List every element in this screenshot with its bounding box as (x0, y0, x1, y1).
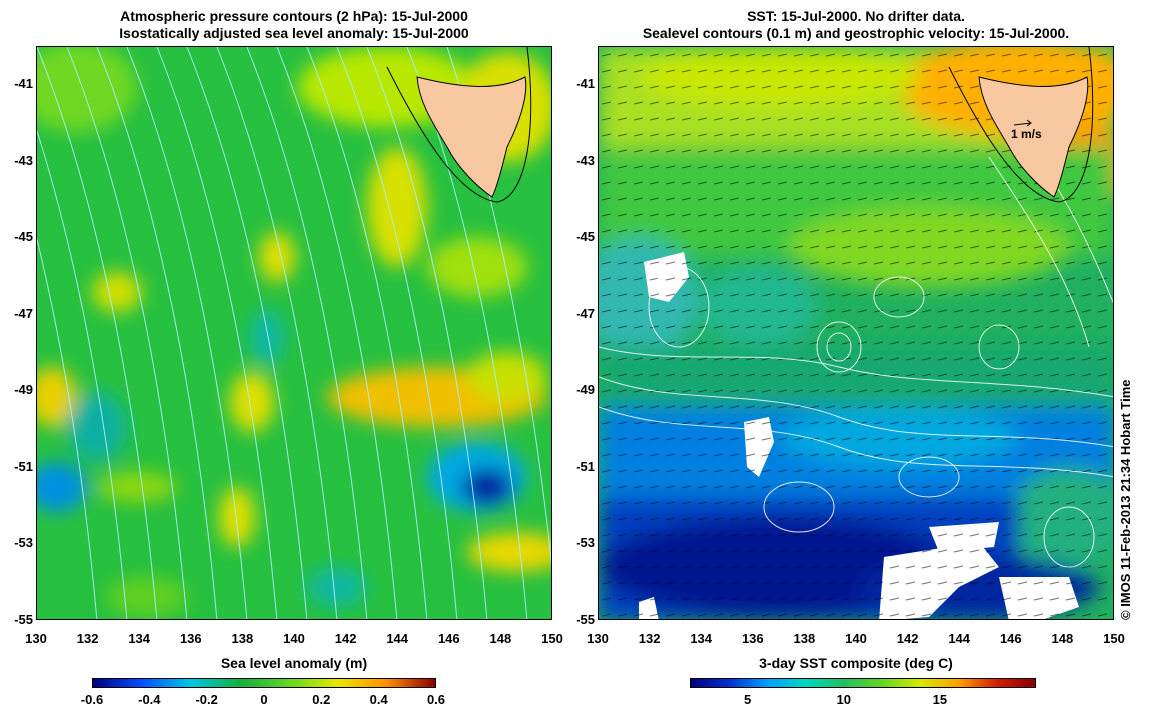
right-lat-tick-label: -53 (576, 535, 595, 551)
right-lon-tick-label: 132 (638, 631, 661, 646)
left-lon-tick-label: 150 (541, 631, 563, 646)
left-colorbar-tick-label: 0.4 (369, 692, 388, 707)
left-panel-title: Atmospheric pressure contours (2 hPa): 1… (36, 8, 552, 42)
right-lon-tick-label: 138 (793, 631, 816, 646)
right-lat-tick-label: -43 (576, 152, 595, 168)
left-lon-tick-label: 130 (25, 631, 47, 646)
velocity-scale-label: 1 m/s (1011, 127, 1042, 141)
right-lat-tick-label: -47 (576, 305, 595, 321)
left-lon-tick-label: 132 (76, 631, 99, 646)
left-lat-tick-label: -45 (14, 229, 33, 245)
velocity-scale-arrowhead (1026, 119, 1032, 127)
right-colorbar (690, 678, 1036, 688)
sea-level-anomaly-plot (37, 47, 551, 619)
right-colorbar-title: 3-day SST composite (deg C) (759, 655, 953, 671)
right-title-line1: SST: 15-Jul-2000. No drifter data. (747, 8, 965, 24)
sst-map: 1 m/s (598, 46, 1114, 620)
left-lon-tick-label: 134 (128, 631, 151, 646)
right-panel-title: SST: 15-Jul-2000. No drifter data. Seale… (598, 8, 1114, 42)
left-lon-tick-label: 146 (437, 631, 460, 646)
left-lon-tick-label: 142 (334, 631, 357, 646)
left-lon-tick-label: 136 (179, 631, 202, 646)
right-lat-tick-label: -45 (576, 229, 595, 245)
left-colorbar-tick-label: 0 (260, 692, 268, 707)
left-lat-tick-label: -49 (14, 382, 33, 398)
right-lat-tick-label: -49 (576, 382, 595, 398)
right-lon-tick-label: 148 (1051, 631, 1074, 646)
left-lat-tick-label: -53 (14, 535, 33, 551)
velocity-scale-arrow (1013, 122, 1032, 126)
left-lon-tick-label: 140 (283, 631, 305, 646)
right-lon-tick-label: 136 (741, 631, 764, 646)
left-colorbar-tick-label: 0.6 (426, 692, 446, 707)
left-lon-tick-label: 144 (386, 631, 409, 646)
right-colorbar-tick-label: 10 (836, 692, 851, 707)
right-lat-tick-label: -51 (576, 458, 595, 474)
left-lat-tick-label: -47 (14, 305, 33, 321)
sla-field (37, 47, 551, 617)
right-lon-tick-label: 134 (690, 631, 713, 646)
right-colorbar-tick-label: 5 (744, 692, 752, 707)
right-lon-tick-label: 142 (896, 631, 919, 646)
left-lat-tick-label: -55 (14, 612, 33, 627)
left-colorbar-title: Sea level anomaly (m) (220, 655, 368, 671)
right-lat-tick-label: -41 (576, 76, 595, 92)
tasmania-land-right (948, 47, 1094, 203)
left-title-line2: Isostatically adjusted sea level anomaly… (119, 25, 469, 41)
right-lon-tick-label: 130 (587, 631, 609, 646)
pressure-contours (37, 47, 551, 619)
left-lat-tick-label: -41 (14, 76, 33, 92)
sea-level-anomaly-map (36, 46, 552, 620)
right-lon-tick-label: 150 (1103, 631, 1125, 646)
right-title-line2: Sealevel contours (0.1 m) and geostrophi… (642, 25, 1070, 41)
right-lon-tick-label: 140 (845, 631, 867, 646)
sst-plot (599, 47, 1113, 619)
left-lon-tick-label: 138 (231, 631, 254, 646)
right-lon-tick-label: 144 (948, 631, 971, 646)
left-colorbar (92, 678, 436, 688)
credit-text: © IMOS 11-Feb-2013 21:34 Hobart Time (1118, 379, 1133, 620)
right-lon-tick-label: 146 (999, 631, 1022, 646)
left-colorbar-tick-label: -0.6 (80, 692, 104, 707)
right-colorbar-tick-label: 15 (932, 692, 948, 707)
tasmania-land (386, 47, 532, 203)
left-colorbar-tick-label: 0.2 (312, 692, 331, 707)
right-lat-tick-label: -55 (576, 612, 595, 627)
left-lat-tick-label: -51 (14, 458, 33, 474)
sealevel-contours (599, 146, 1113, 568)
left-title-line1: Atmospheric pressure contours (2 hPa): 1… (120, 8, 468, 24)
left-colorbar-tick-label: -0.4 (138, 692, 161, 707)
left-lon-tick-label: 148 (489, 631, 512, 646)
left-lat-tick-label: -43 (14, 152, 33, 168)
left-colorbar-tick-label: -0.2 (195, 692, 218, 707)
